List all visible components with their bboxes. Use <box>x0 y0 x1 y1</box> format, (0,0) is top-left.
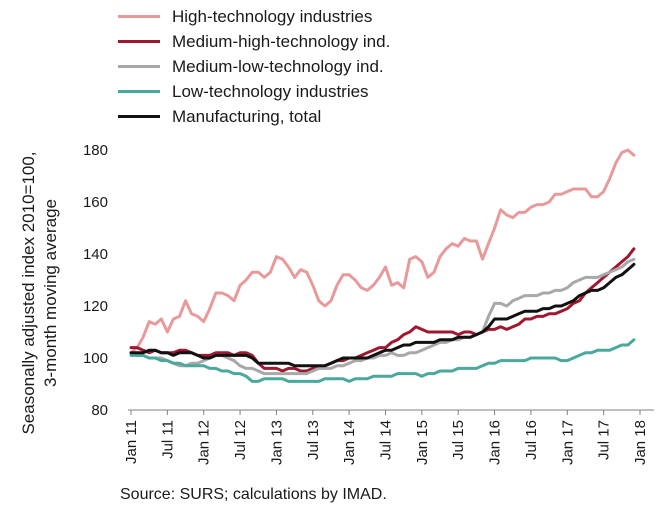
x-tick-label: Jan 18 <box>632 420 649 465</box>
x-tick-label: Jul 11 <box>159 420 176 459</box>
legend-item-manufacturing-total: Manufacturing, total <box>118 104 390 129</box>
x-tick-label: Jul 12 <box>232 420 249 460</box>
x-tick-label: Jul 13 <box>305 420 322 460</box>
x-tick-label: Jan 14 <box>341 420 358 465</box>
x-tick-label: Jul 16 <box>523 420 540 460</box>
series-line-medium-high-technology-ind <box>129 247 636 373</box>
series-line-manufacturing-total <box>129 262 636 368</box>
x-tick-label: Jan 11 <box>123 420 140 464</box>
legend-swatch-medium-high-tech <box>118 40 160 43</box>
x-tick-label: Jul 17 <box>596 420 613 460</box>
y-axis-title-text: Seasonally adjusted index 2010=100, 3-mo… <box>19 151 60 435</box>
legend-label-manufacturing-total: Manufacturing, total <box>172 107 322 126</box>
chart-axes: 80 100 120 140 160 180 Jan 11 Jul 11 Jan 12 Jul 1… <box>83 142 654 465</box>
x-tick-label: Jan 17 <box>559 420 576 465</box>
y-tick-label: 120 <box>83 298 108 315</box>
legend-swatch-high-tech <box>118 15 160 18</box>
x-tick-label: Jan 12 <box>196 420 213 465</box>
y-tick-label: 140 <box>83 246 108 263</box>
legend-label-high-tech: High-technology industries <box>172 7 373 26</box>
chart-series-layer <box>129 148 636 383</box>
legend-swatch-manufacturing-total <box>118 115 160 118</box>
legend-label-low-tech: Low-technology industries <box>172 82 369 101</box>
legend-item-medium-low-tech: Medium-low-technology ind. <box>118 54 390 79</box>
y-tick-label: 80 <box>91 402 108 419</box>
chart-legend: High-technology industries Medium-high-t… <box>118 4 390 129</box>
legend-item-low-tech: Low-technology industries <box>118 79 390 104</box>
series-line-low-technology-industries <box>129 338 636 383</box>
y-axis-title: Seasonally adjusted index 2010=100, 3-mo… <box>8 128 72 458</box>
y-tick-label: 160 <box>83 194 108 211</box>
legend-swatch-low-tech <box>118 90 160 93</box>
x-tick-label: Jul 14 <box>378 420 395 460</box>
legend-item-medium-high-tech: Medium-high-technology ind. <box>118 29 390 54</box>
y-tick-label: 180 <box>83 142 108 159</box>
y-tick-label: 100 <box>83 350 108 367</box>
legend-label-medium-low-tech: Medium-low-technology ind. <box>172 57 384 76</box>
source-note: Source: SURS; calculations by IMAD. <box>120 486 387 503</box>
x-tick-label: Jan 16 <box>487 420 504 465</box>
legend-item-high-tech: High-technology industries <box>118 4 390 29</box>
x-tick-label: Jan 13 <box>268 420 285 465</box>
legend-label-medium-high-tech: Medium-high-technology ind. <box>172 32 391 51</box>
x-tick-label: Jul 15 <box>450 420 467 460</box>
x-tick-label: Jan 15 <box>414 420 431 465</box>
legend-swatch-medium-low-tech <box>118 65 160 68</box>
series-line-high-technology-industries <box>129 148 636 355</box>
